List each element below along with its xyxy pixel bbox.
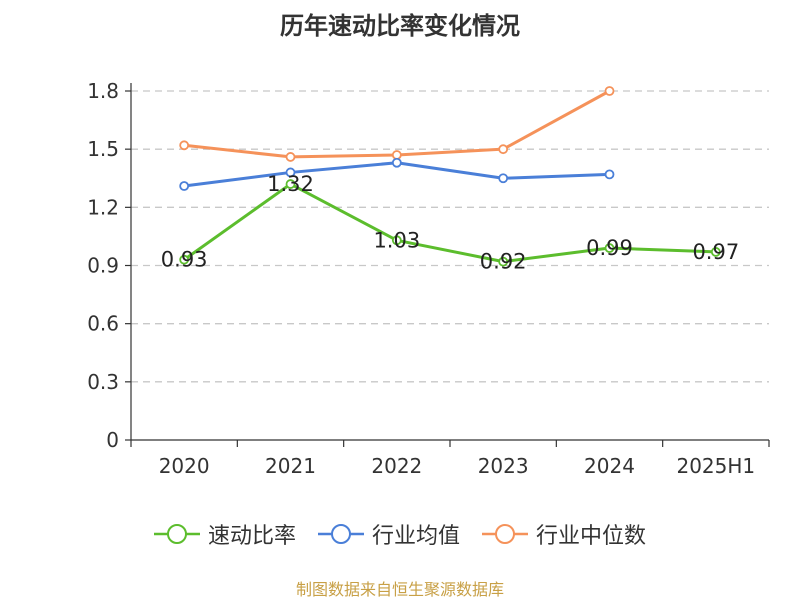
- legend-label: 速动比率: [207, 524, 296, 549]
- y-tick-label: 0.9: [87, 254, 119, 278]
- x-tick-label: 2020: [159, 454, 210, 478]
- data-point: [498, 256, 509, 267]
- data-point: [710, 247, 721, 257]
- line-chart: 0 0.3 0.6 0.9 1.2 1.5 1.8 2020 2021 2022 2023 2024 2…: [87, 79, 770, 478]
- legend-marker-icon: [153, 524, 200, 544]
- data-point: [285, 167, 296, 178]
- data-point: [179, 140, 190, 151]
- data-point: [179, 181, 190, 191]
- grid-lines: [131, 90, 769, 383]
- legend: 速动比率 行业均值 行业中位数: [0, 518, 800, 550]
- legend-item[interactable]: 行业均值: [317, 518, 460, 550]
- legend-item[interactable]: 速动比率: [153, 518, 296, 550]
- x-tick-label: 2021: [265, 454, 316, 478]
- y-tick-label: 0: [106, 428, 119, 452]
- y-tick-label: 1.2: [87, 195, 119, 219]
- y-tick-label: 0.3: [87, 370, 119, 394]
- x-tick-label: 2024: [584, 454, 635, 478]
- series-layer: [179, 86, 721, 267]
- series-line-0: [183, 182, 716, 264]
- chart-title: 历年速动比率变化情况: [280, 12, 520, 40]
- data-point: [285, 179, 296, 189]
- x-tick-label: 2025H1: [676, 454, 755, 478]
- axes: 0 0.3 0.6 0.9 1.2 1.5 1.8 2020 2021 2022 2023 2024 2…: [87, 79, 770, 478]
- data-point: [498, 173, 509, 184]
- source-note: 制图数据来自恒生聚源数据库: [295, 580, 504, 599]
- data-point: [391, 235, 402, 246]
- legend-marker-icon: [482, 524, 528, 544]
- data-label: 1.32: [267, 172, 314, 196]
- data-point: [498, 144, 509, 155]
- legend-label: 行业均值: [371, 524, 460, 549]
- data-point: [391, 157, 402, 168]
- legend-label: 行业中位数: [536, 524, 647, 549]
- legend-item[interactable]: 行业中位数: [482, 518, 646, 550]
- data-point: [604, 169, 615, 180]
- series-line-2: [184, 89, 611, 159]
- y-tick-label: 0.6: [87, 312, 119, 336]
- y-tick-label: 1.8: [87, 79, 119, 103]
- data-label: 1.03: [373, 228, 420, 252]
- data-label: 0.92: [480, 250, 527, 274]
- data-point: [604, 243, 615, 253]
- x-tick-label: 2023: [478, 454, 529, 478]
- data-point: [179, 254, 190, 265]
- data-point: [285, 152, 296, 162]
- data-point: [391, 150, 402, 160]
- data-label: 0.99: [586, 236, 633, 260]
- legend-marker-icon: [317, 524, 364, 544]
- x-tick-label: 2022: [371, 454, 422, 478]
- data-labels: 0.93 1.32 1.03 0.92 0.99 0.97: [161, 172, 739, 274]
- data-label: 0.93: [161, 248, 208, 272]
- y-tick-label: 1.5: [87, 137, 119, 161]
- data-point: [604, 86, 615, 96]
- data-label: 0.97: [692, 240, 739, 264]
